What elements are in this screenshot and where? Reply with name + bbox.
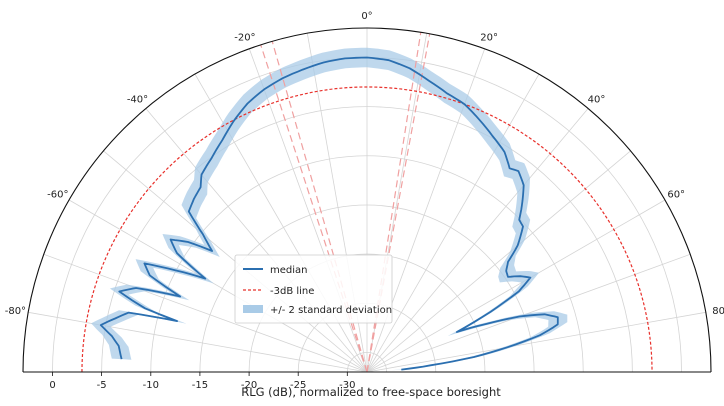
grid-spoke [366, 311, 706, 373]
r-tick-label: -15 [192, 380, 208, 391]
tick-labels: 0 -5 -10 -15 -20 -25 -30 -80° -60° -40° -20° 0° 20° 4… [5, 11, 724, 391]
r-tick-label: -10 [143, 380, 159, 391]
std-deviation-band [91, 47, 568, 371]
grid-spoke [366, 199, 666, 373]
grid-spoke [145, 108, 368, 373]
theta-tick-label: 20° [480, 33, 498, 44]
median-line [99, 56, 559, 371]
theta-tick-label: 0° [361, 11, 372, 22]
legend-median-label: median [270, 265, 308, 276]
r-tick-label: 0 [49, 380, 55, 391]
threshold-curve [81, 86, 653, 373]
theta-tick-label: -40° [127, 95, 148, 106]
grid-spoke [68, 199, 368, 373]
grid-spoke [28, 311, 368, 373]
theta-tick-label: 40° [588, 95, 606, 106]
std-deviation-area [91, 47, 568, 371]
grid-spoke [194, 73, 368, 373]
legend-band-swatch [243, 305, 263, 313]
grid-spoke [366, 108, 589, 373]
theta-tick-label: 60° [667, 190, 685, 201]
minus-3db-line [81, 86, 653, 373]
legend-3db-label: -3dB line [270, 286, 314, 297]
legend-box [234, 254, 393, 324]
x-axis-label: RLG (dB), normalized to free-space bores… [241, 385, 501, 399]
legend-band-label: +/- 2 standard deviation [270, 305, 392, 316]
theta-tick-label: 80 [712, 306, 724, 317]
r-tick-label: -25 [290, 380, 306, 391]
legend: median -3dB line +/- 2 standard deviatio… [234, 254, 393, 324]
theta-tick-label: -20° [234, 33, 255, 44]
theta-tick-label: -60° [47, 190, 68, 201]
grid-spoke [366, 253, 691, 373]
median-curve [99, 56, 559, 371]
grid-spoke [366, 150, 631, 373]
outer-arc [22, 27, 712, 373]
grid-spoke [43, 253, 368, 373]
grid-spoke [366, 73, 540, 373]
theta-tick-label: -80° [5, 306, 26, 317]
r-tick-label: -30 [339, 380, 355, 391]
r-tick-label: -20 [241, 380, 257, 391]
r-tick-label: -5 [97, 380, 107, 391]
polar-frame [22, 27, 712, 373]
